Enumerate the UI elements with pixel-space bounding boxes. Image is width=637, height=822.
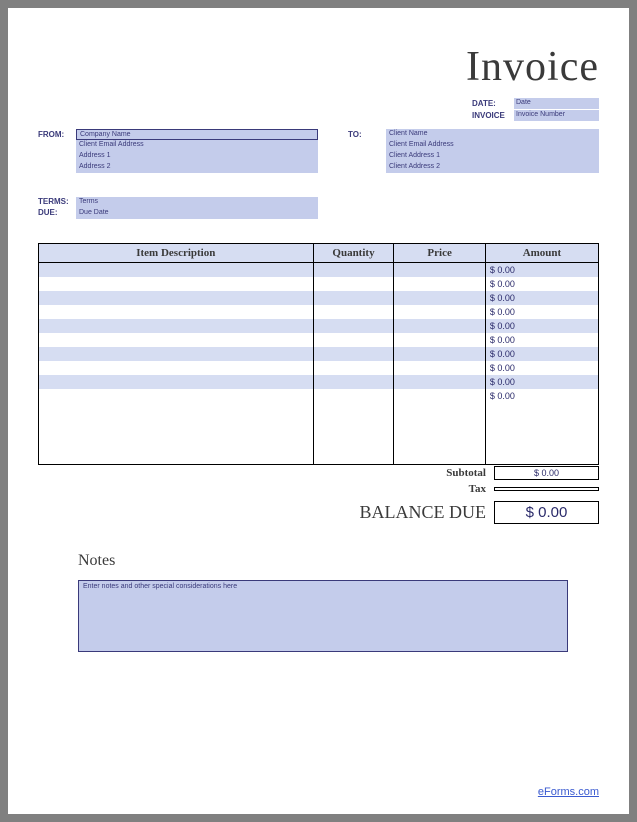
totals-block: Subtotal $ 0.00 Tax BALANCE DUE $ 0.00 [38, 465, 599, 524]
col-header-amount: Amount [485, 244, 598, 263]
footer-link[interactable]: eForms.com [538, 786, 599, 798]
cell-amount: $ 0.00 [485, 277, 598, 291]
cell-desc[interactable] [39, 277, 314, 291]
cell-price[interactable] [394, 263, 486, 277]
cell-amount: $ 0.00 [485, 305, 598, 319]
cell-desc[interactable] [39, 361, 314, 375]
notes-section: Notes Enter notes and other special cons… [78, 552, 599, 652]
terms-field[interactable]: Terms [76, 197, 318, 208]
cell-amount: $ 0.00 [485, 291, 598, 305]
cell-price[interactable] [394, 277, 486, 291]
from-to-block: FROM: Company Name Client Email Address … [38, 129, 599, 173]
to-addr1-field[interactable]: Client Address 1 [386, 151, 599, 162]
table-row: $ 0.00 [39, 263, 599, 277]
to-label: TO: [348, 129, 386, 173]
invoice-number-field[interactable]: Invoice Number [514, 110, 599, 121]
cell-qty[interactable] [313, 333, 394, 347]
to-email-field[interactable]: Client Email Address [386, 140, 599, 151]
cell-amount: $ 0.00 [485, 333, 598, 347]
from-email-field[interactable]: Client Email Address [76, 140, 318, 151]
terms-block: TERMS: DUE: Terms Due Date [38, 197, 599, 219]
table-row: $ 0.00 [39, 305, 599, 319]
table-row: $ 0.00 [39, 333, 599, 347]
cell-desc[interactable] [39, 305, 314, 319]
cell-price[interactable] [394, 347, 486, 361]
cell-qty[interactable] [313, 263, 394, 277]
from-company-field[interactable]: Company Name [76, 129, 318, 140]
due-date-field[interactable]: Due Date [76, 208, 318, 219]
cell-desc[interactable] [39, 291, 314, 305]
subtotal-value: $ 0.00 [494, 466, 599, 480]
cell-qty[interactable] [313, 291, 394, 305]
from-addr2-field[interactable]: Address 2 [76, 162, 318, 173]
cell-desc[interactable] [39, 263, 314, 277]
from-block: FROM: Company Name Client Email Address … [38, 129, 318, 173]
tax-label: Tax [469, 483, 494, 495]
cell-amount: $ 0.00 [485, 263, 598, 277]
col-header-qty: Quantity [313, 244, 394, 263]
cell-amount: $ 0.00 [485, 389, 598, 403]
date-invoice-block: DATE: Date INVOICE Invoice Number [38, 97, 599, 121]
to-block: TO: Client Name Client Email Address Cli… [348, 129, 599, 173]
cell-qty[interactable] [313, 375, 394, 389]
cell-amount: $ 0.00 [485, 319, 598, 333]
table-row: $ 0.00 [39, 291, 599, 305]
notes-title: Notes [78, 552, 599, 570]
balance-value: $ 0.00 [494, 501, 599, 524]
table-row: $ 0.00 [39, 319, 599, 333]
notes-textarea[interactable]: Enter notes and other special considerat… [78, 580, 568, 652]
date-field[interactable]: Date [514, 98, 599, 109]
to-addr2-field[interactable]: Client Address 2 [386, 162, 599, 173]
invoice-page: Invoice DATE: Date INVOICE Invoice Numbe… [8, 8, 629, 814]
cell-desc[interactable] [39, 333, 314, 347]
page-title: Invoice [38, 43, 599, 91]
col-header-desc: Item Description [39, 244, 314, 263]
cell-amount: $ 0.00 [485, 361, 598, 375]
table-row: $ 0.00 [39, 389, 599, 403]
cell-amount: $ 0.00 [485, 375, 598, 389]
cell-qty[interactable] [313, 361, 394, 375]
cell-price[interactable] [394, 319, 486, 333]
due-label: DUE: [38, 208, 76, 219]
cell-qty[interactable] [313, 319, 394, 333]
from-addr1-field[interactable]: Address 1 [76, 151, 318, 162]
table-row: $ 0.00 [39, 277, 599, 291]
tax-value[interactable] [494, 487, 599, 491]
cell-qty[interactable] [313, 305, 394, 319]
cell-qty[interactable] [313, 347, 394, 361]
table-row: $ 0.00 [39, 361, 599, 375]
table-blank-row [39, 403, 599, 465]
cell-price[interactable] [394, 291, 486, 305]
col-header-price: Price [394, 244, 486, 263]
cell-desc[interactable] [39, 389, 314, 403]
cell-amount: $ 0.00 [485, 347, 598, 361]
date-label: DATE: [472, 99, 514, 108]
balance-label: BALANCE DUE [360, 502, 495, 523]
cell-desc[interactable] [39, 347, 314, 361]
cell-qty[interactable] [313, 277, 394, 291]
table-row: $ 0.00 [39, 347, 599, 361]
table-row: $ 0.00 [39, 375, 599, 389]
cell-price[interactable] [394, 361, 486, 375]
from-label: FROM: [38, 129, 76, 173]
invoice-label: INVOICE [472, 111, 514, 120]
title-block: Invoice DATE: Date INVOICE Invoice Numbe… [38, 43, 599, 121]
terms-label: TERMS: [38, 197, 76, 208]
items-table: Item Description Quantity Price Amount $… [38, 243, 599, 465]
cell-desc[interactable] [39, 375, 314, 389]
cell-desc[interactable] [39, 319, 314, 333]
to-name-field[interactable]: Client Name [386, 129, 599, 140]
cell-price[interactable] [394, 389, 486, 403]
cell-price[interactable] [394, 333, 486, 347]
subtotal-label: Subtotal [446, 467, 494, 479]
cell-price[interactable] [394, 375, 486, 389]
cell-qty[interactable] [313, 389, 394, 403]
cell-price[interactable] [394, 305, 486, 319]
